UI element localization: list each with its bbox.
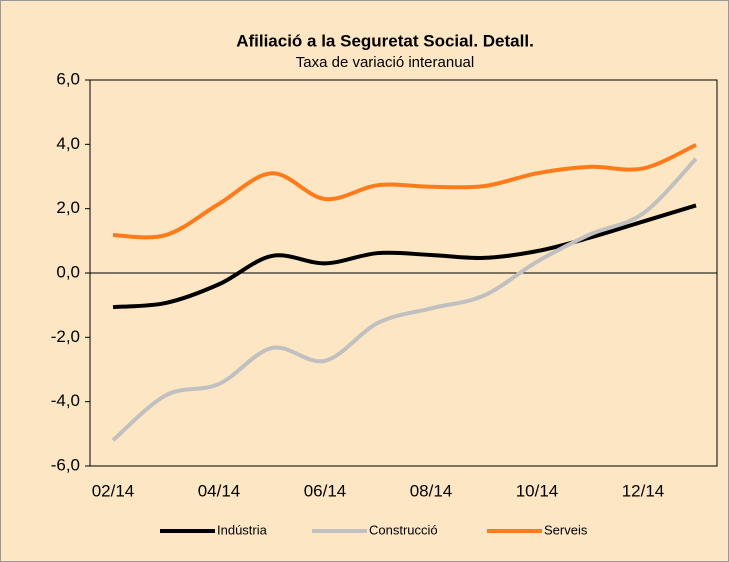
legend-label: Serveis — [544, 522, 588, 537]
x-tick-label: 10/14 — [516, 481, 559, 500]
y-tick-label: 4,0 — [56, 134, 80, 153]
series-line — [111, 157, 698, 442]
x-tick-label: 12/14 — [622, 481, 665, 500]
series-line — [112, 203, 697, 310]
chart-subtitle: Taxa de variació interanual — [296, 54, 474, 71]
legend-label: Construcció — [369, 522, 438, 537]
x-tick-label: 04/14 — [198, 481, 241, 500]
y-tick-label: 2,0 — [56, 198, 80, 217]
y-tick-label: 0,0 — [56, 262, 80, 281]
x-tick-label: 06/14 — [304, 481, 347, 500]
y-tick-label: -2,0 — [51, 327, 80, 346]
y-tick-label: -4,0 — [51, 391, 80, 410]
y-tick-label: -6,0 — [51, 455, 80, 474]
series-line — [112, 143, 697, 240]
y-tick-label: 6,0 — [56, 69, 80, 88]
x-tick-label: 08/14 — [410, 481, 453, 500]
legend-label: Indústria — [217, 522, 268, 537]
x-tick-label: 02/14 — [92, 481, 135, 500]
chart-title: Afiliació a la Seguretat Social. Detall. — [236, 31, 534, 50]
